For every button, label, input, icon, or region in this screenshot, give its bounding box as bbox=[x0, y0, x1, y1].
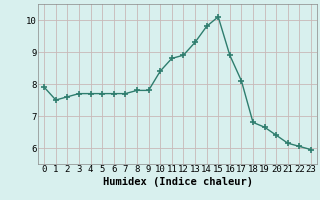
X-axis label: Humidex (Indice chaleur): Humidex (Indice chaleur) bbox=[103, 177, 252, 187]
